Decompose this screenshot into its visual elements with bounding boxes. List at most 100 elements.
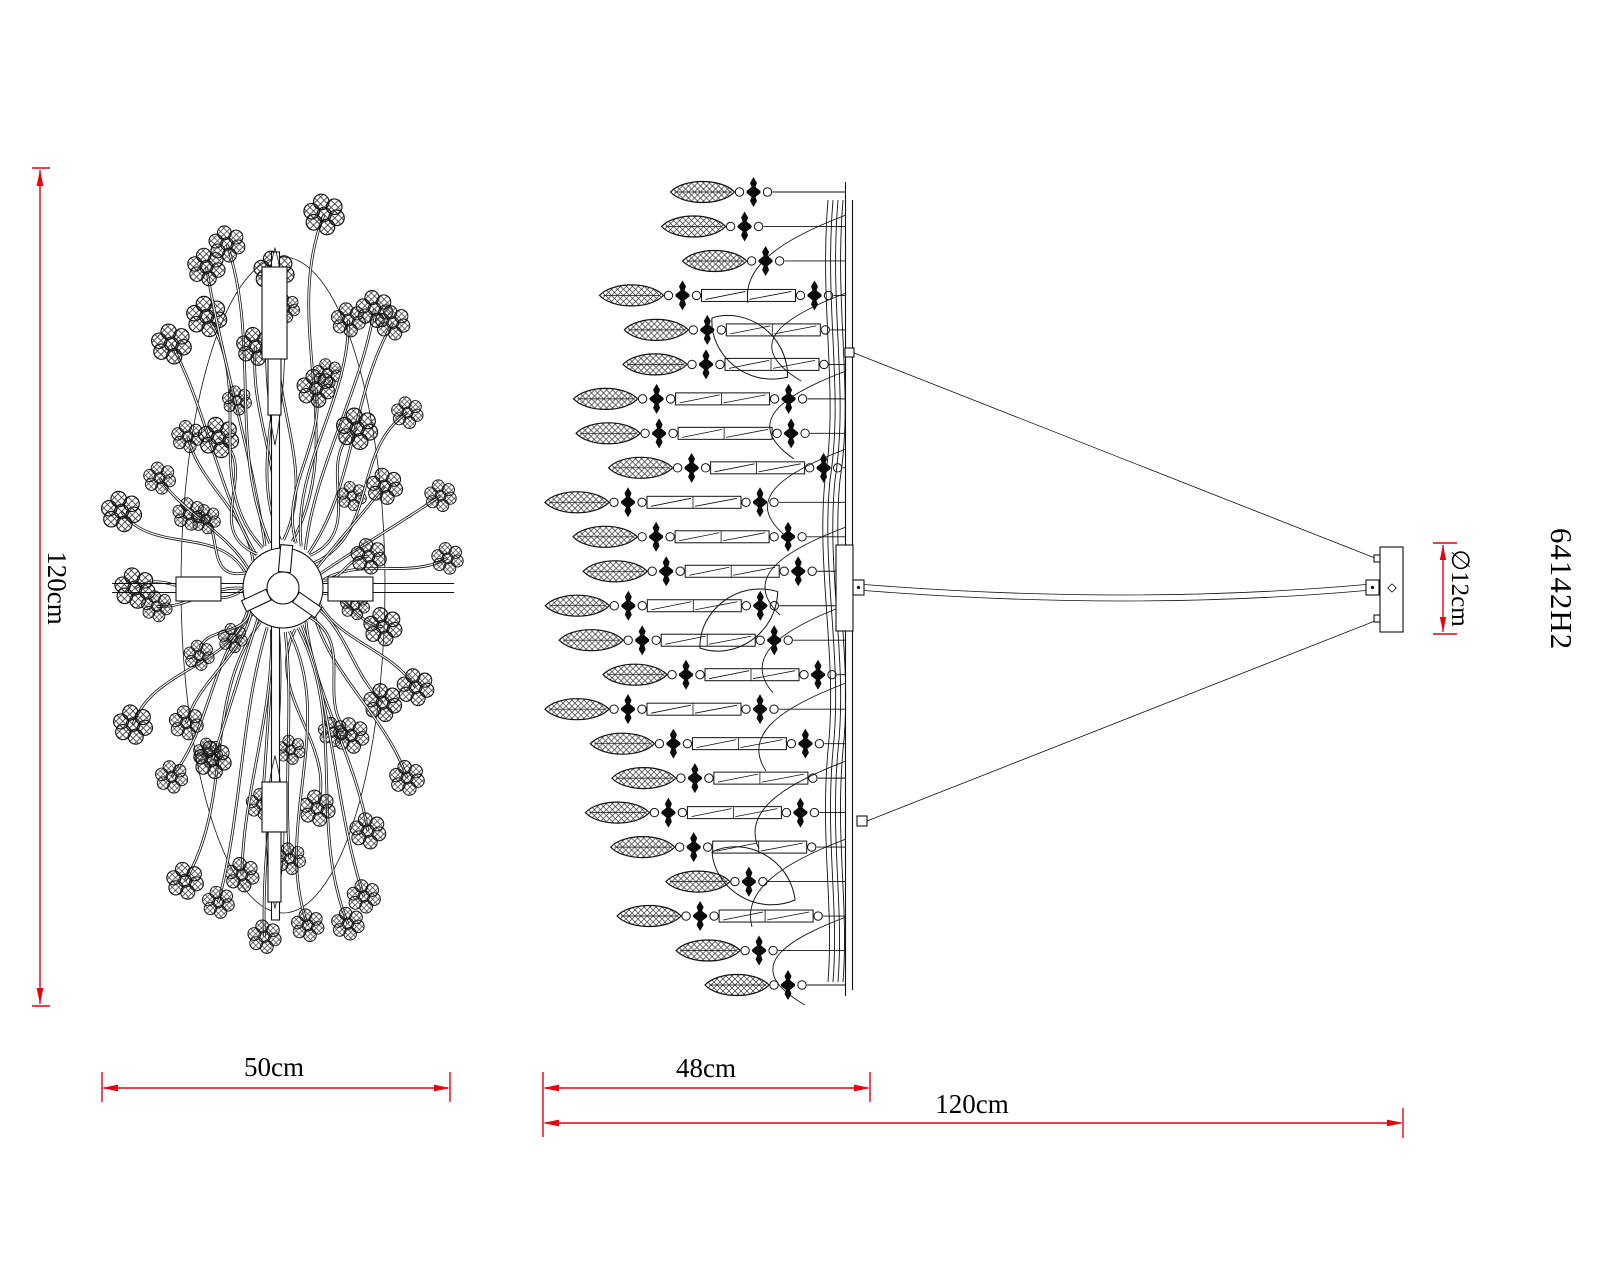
flower-cluster bbox=[303, 193, 345, 236]
overall-width-label: 120cm bbox=[935, 1089, 1009, 1119]
crystal-strand bbox=[616, 901, 846, 932]
crystal-strand bbox=[665, 866, 846, 897]
canopy-diameter-label: ∅12cm bbox=[1446, 549, 1473, 627]
crystal-strand bbox=[544, 590, 846, 621]
flower-cluster bbox=[143, 461, 176, 495]
plan-view-chandelier bbox=[100, 193, 464, 954]
crystal-strand bbox=[598, 280, 846, 311]
plan-branch bbox=[314, 605, 403, 723]
flower-cluster bbox=[168, 705, 204, 741]
dimension-overall-width: 120cm bbox=[543, 1089, 1404, 1138]
canopy-top-stub bbox=[1373, 554, 1381, 563]
flower-cluster bbox=[298, 789, 336, 827]
ceiling-canopy bbox=[1379, 546, 1404, 633]
plan-branch bbox=[298, 302, 366, 547]
bottom-cable bbox=[866, 618, 1381, 822]
crystal-strand bbox=[704, 970, 846, 1000]
flower-cluster bbox=[346, 879, 381, 914]
flower-cluster bbox=[186, 295, 228, 338]
side-view-chandelier bbox=[544, 177, 868, 1006]
flower-cluster bbox=[155, 760, 189, 794]
flower-cluster bbox=[296, 368, 336, 408]
flower-cluster bbox=[366, 467, 404, 505]
flower-cluster bbox=[183, 639, 215, 671]
plan-branch bbox=[168, 609, 254, 741]
dimension-plan-width: 50cm bbox=[101, 1052, 451, 1102]
flower-cluster bbox=[202, 885, 235, 919]
crystal-strand bbox=[602, 659, 846, 690]
dimension-plan-height: 120cm bbox=[32, 167, 72, 1007]
crystal-strand bbox=[610, 832, 846, 863]
flower-cluster bbox=[391, 396, 424, 429]
model-code-label: 64142H2 bbox=[1544, 528, 1579, 650]
plan-branches bbox=[100, 193, 464, 954]
canopy-center-hole bbox=[1387, 583, 1397, 593]
plan-width-label: 50cm bbox=[244, 1052, 304, 1082]
plan-hub-center bbox=[266, 571, 300, 605]
crystal-strand bbox=[623, 314, 846, 345]
flower-cluster bbox=[331, 906, 365, 941]
plan-branch bbox=[296, 627, 365, 941]
plan-branch bbox=[300, 624, 381, 914]
crystal-strand bbox=[607, 452, 846, 483]
center-wire-bottom bbox=[863, 590, 1367, 602]
plan-branch bbox=[287, 630, 325, 943]
crystal-strand bbox=[572, 521, 846, 552]
plan-branch bbox=[311, 610, 425, 796]
plan-lower-candle-neck bbox=[267, 831, 282, 903]
crystal-strand bbox=[544, 487, 846, 518]
crystal-strand bbox=[660, 211, 846, 242]
plan-branch bbox=[318, 542, 464, 584]
crystal-strand bbox=[622, 349, 846, 380]
crystal-strand bbox=[572, 383, 846, 414]
crystal-strand bbox=[544, 694, 846, 725]
flower-cluster bbox=[247, 919, 282, 954]
crystal-strand bbox=[669, 177, 846, 207]
crystal-strands bbox=[544, 177, 846, 1000]
center-wire-top bbox=[863, 584, 1367, 596]
top-cable bbox=[853, 352, 1381, 561]
canopy-bottom-stub bbox=[1373, 614, 1381, 623]
plan-branch bbox=[202, 626, 269, 919]
crystal-strand bbox=[584, 797, 846, 828]
side-hanger-plate bbox=[835, 544, 854, 632]
flower-cluster bbox=[290, 908, 325, 943]
crystal-strand bbox=[675, 935, 846, 966]
crystal-strand bbox=[611, 763, 846, 794]
dimension-canopy-diameter: ∅12cm bbox=[1433, 542, 1473, 635]
plan-upper-candle-neck bbox=[267, 358, 282, 416]
flower-cluster bbox=[349, 812, 387, 850]
crystal-strand bbox=[558, 625, 846, 656]
dimension-body-width: 48cm bbox=[542, 1053, 871, 1137]
crystal-strand bbox=[582, 556, 846, 587]
top-cable-fitting bbox=[844, 347, 855, 358]
plan-branch bbox=[100, 490, 249, 578]
flower-cluster bbox=[208, 225, 246, 263]
canopy-connector-dot bbox=[1370, 585, 1375, 590]
suspension-assembly bbox=[853, 352, 1404, 822]
flower-cluster bbox=[424, 479, 457, 512]
flower-cluster bbox=[363, 607, 403, 647]
flower-cluster bbox=[224, 857, 260, 893]
plan-branch bbox=[313, 396, 424, 565]
flower-cluster bbox=[431, 542, 464, 575]
plan-left-bracket bbox=[175, 576, 222, 602]
flower-cluster bbox=[166, 861, 204, 900]
plan-branch bbox=[291, 368, 336, 544]
flower-cluster bbox=[112, 704, 154, 745]
crystal-strand bbox=[575, 418, 846, 449]
crystal-strand bbox=[681, 245, 846, 276]
plan-right-bracket bbox=[327, 576, 374, 602]
plan-branch bbox=[317, 479, 457, 577]
bottom-cable-fitting bbox=[856, 815, 868, 827]
connector-dot bbox=[856, 585, 861, 590]
plan-branch bbox=[318, 538, 387, 582]
plan-branch bbox=[316, 599, 435, 707]
plan-branch bbox=[193, 618, 260, 780]
flower-cluster bbox=[275, 734, 306, 765]
plan-upper-candle bbox=[261, 266, 288, 360]
plan-branch bbox=[208, 225, 272, 544]
plan-branch bbox=[315, 467, 404, 570]
flower-cluster bbox=[389, 760, 425, 796]
